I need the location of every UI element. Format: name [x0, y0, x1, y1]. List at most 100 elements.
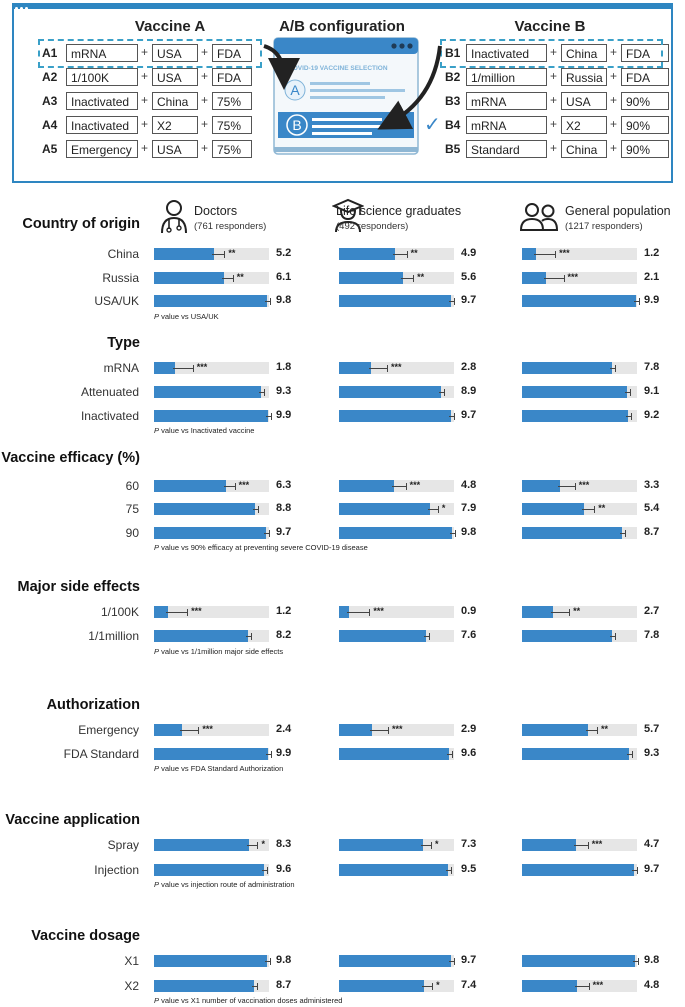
value-label: 8.9	[461, 385, 477, 397]
bar-track	[522, 248, 637, 260]
value-label: 9.7	[644, 863, 660, 875]
arrow-a-icon	[263, 44, 300, 90]
plus-sign: +	[201, 69, 209, 83]
value-label: 9.2	[644, 409, 660, 421]
level-label: USA/UK	[94, 294, 139, 308]
plus-sign: +	[550, 117, 558, 131]
config-attribute-box: FDA	[212, 44, 252, 62]
error-bar	[633, 301, 639, 302]
error-bar	[369, 368, 388, 369]
value-label: 5.6	[461, 271, 477, 283]
error-bar-cap	[267, 867, 269, 874]
significance-marker: ***	[391, 724, 403, 734]
config-attribute-box: FDA	[212, 68, 252, 86]
value-label: 0.9	[461, 605, 477, 617]
config-row-label: B1	[445, 46, 461, 60]
error-bar-cap	[631, 751, 633, 758]
config-row-label: B2	[445, 70, 461, 84]
value-label: 5.2	[276, 247, 292, 259]
error-bar-cap	[406, 251, 408, 258]
level-label: FDA Standard	[63, 747, 139, 761]
config-attribute-box: FDA	[621, 68, 669, 86]
error-bar-cap	[387, 365, 389, 372]
value-label: 6.1	[276, 271, 292, 283]
config-attribute-box: 1/million	[466, 68, 547, 86]
bar	[522, 295, 636, 307]
significance-marker: **	[417, 272, 425, 282]
config-attribute-box: China	[561, 140, 607, 158]
error-bar-cap	[453, 413, 455, 420]
bar	[339, 248, 396, 260]
error-bar-cap	[555, 251, 557, 258]
group-name: Life science graduates	[336, 204, 462, 218]
error-bar-cap	[232, 275, 234, 282]
value-label: 1.2	[276, 605, 292, 617]
significance-marker: ***	[196, 362, 208, 372]
level-label: Injection	[94, 863, 139, 877]
error-bar	[631, 870, 637, 871]
bar	[339, 955, 451, 967]
value-label: 4.8	[461, 479, 477, 491]
bar	[154, 724, 182, 736]
significance-marker: **	[601, 724, 609, 734]
error-bar-cap	[629, 389, 631, 396]
p-value-note: P value vs 1/1million major side effects	[154, 647, 283, 656]
value-label: 4.9	[461, 247, 477, 259]
error-bar	[258, 392, 264, 393]
bar	[154, 839, 250, 851]
bar	[522, 955, 635, 967]
bar	[154, 480, 227, 492]
config-attribute-box: X2	[152, 116, 198, 134]
window-dot-icon	[407, 43, 413, 49]
bar	[339, 980, 425, 992]
significance-marker: **	[410, 248, 418, 258]
plus-sign: +	[610, 117, 618, 131]
significance-marker: ***	[238, 480, 250, 490]
p-symbol: P	[154, 543, 160, 552]
value-label: 9.8	[276, 294, 292, 306]
error-bar-cap	[270, 751, 272, 758]
p-value-note: P value vs FDA Standard Authorization	[154, 764, 283, 773]
value-label: 9.8	[461, 526, 477, 538]
p-note-text: value vs FDA Standard Authorization	[159, 764, 284, 773]
category-title: Vaccine efficacy (%)	[1, 450, 140, 466]
bar	[339, 410, 451, 422]
bar-track	[154, 724, 269, 736]
p-value-note: P value vs USA/UK	[154, 312, 219, 321]
error-bar	[264, 301, 270, 302]
bar	[522, 362, 612, 374]
error-bar	[609, 368, 615, 369]
error-bar	[247, 845, 258, 846]
bar	[522, 503, 585, 515]
bar-track	[154, 362, 269, 374]
value-label: 3.3	[644, 479, 660, 491]
bar	[154, 527, 266, 539]
group-responders: (1217 responders)	[565, 221, 643, 232]
plus-sign: +	[141, 117, 149, 131]
category-title: Vaccine dosage	[31, 928, 140, 944]
group-header-life-science-graduates: Life science graduates (492 responders)	[336, 204, 461, 232]
config-attribute-box: 75%	[212, 92, 252, 110]
plus-sign: +	[201, 45, 209, 59]
people-icon	[520, 203, 559, 231]
error-bar-cap	[251, 633, 253, 640]
error-bar	[262, 870, 268, 871]
value-label: 4.7	[644, 838, 660, 850]
p-note-text: value vs USA/UK	[159, 312, 219, 321]
config-attribute-box: 90%	[621, 116, 669, 134]
significance-marker: **	[228, 248, 236, 258]
bar	[522, 864, 634, 876]
error-bar-cap	[258, 506, 260, 513]
significance-marker: *	[434, 839, 439, 849]
error-bar	[420, 845, 431, 846]
value-label: 8.7	[276, 979, 292, 991]
p-value-note: P value vs Inactivated vaccine	[154, 426, 254, 435]
bar	[154, 410, 268, 422]
value-label: 7.6	[461, 629, 477, 641]
bar	[154, 630, 249, 642]
error-bar	[265, 416, 271, 417]
error-bar-cap	[636, 867, 638, 874]
bar	[339, 295, 451, 307]
significance-marker: **	[598, 503, 606, 513]
error-bar-cap	[453, 958, 455, 965]
